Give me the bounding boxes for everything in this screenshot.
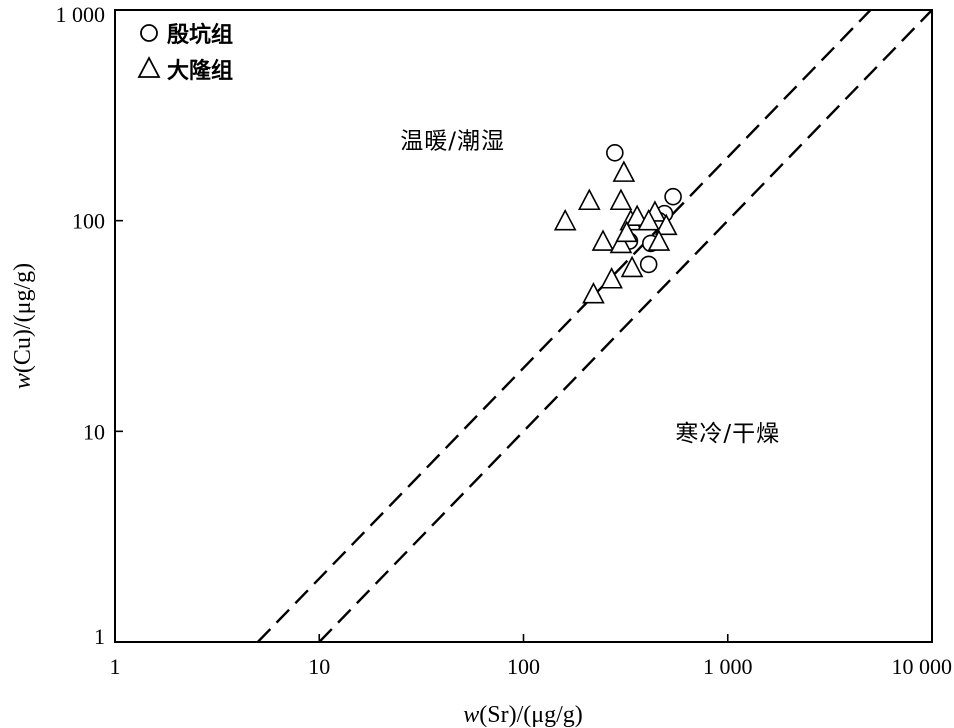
data-point-triangle	[637, 208, 660, 231]
y-axis-label: w(Cu)/(μg/g)	[10, 263, 36, 389]
data-point-triangle	[609, 231, 633, 254]
reference-line-1	[256, 9, 872, 643]
legend: 殷坑组 大隆组	[137, 22, 233, 84]
x-axis-ticks: 1 10 100 1 000 10 000	[110, 634, 953, 679]
x-axis-label: w(Sr)/(μg/g)	[463, 702, 583, 728]
plot-frame	[114, 9, 933, 643]
region-label-2: 寒冷/干燥	[675, 421, 780, 447]
y-tick-label: 10	[83, 419, 105, 444]
y-tick-label: 1	[94, 624, 105, 649]
data-points	[553, 143, 682, 304]
legend-label-triangle: 大隆组	[167, 58, 233, 84]
data-point-triangle	[615, 220, 639, 243]
data-point-triangle	[654, 213, 678, 236]
data-point-triangle	[620, 255, 644, 278]
legend-circle-marker	[140, 24, 158, 42]
x-tick-label: 1	[110, 654, 121, 679]
data-point-circle	[639, 255, 658, 274]
y-tick-label: 1 000	[56, 2, 106, 27]
data-point-triangle	[600, 267, 623, 289]
x-tick-label: 10 000	[892, 654, 953, 679]
data-point-triangle	[625, 204, 649, 227]
legend-triangle-marker	[137, 56, 161, 78]
data-point-triangle	[591, 229, 615, 251]
data-point-circle	[664, 187, 682, 206]
y-axis-ticks: 1 10 100 1 000	[56, 2, 123, 649]
reference-lines	[256, 9, 933, 643]
y-tick-label: 100	[72, 209, 105, 234]
x-tick-label: 10	[308, 654, 330, 679]
data-point-triangle	[577, 188, 601, 211]
reference-line-2	[318, 9, 933, 643]
data-point-circle	[606, 143, 624, 162]
legend-label-circle: 殷坑组	[167, 22, 233, 48]
x-tick-label: 1 000	[703, 654, 753, 679]
data-point-triangle	[582, 282, 605, 304]
x-tick-label: 100	[507, 654, 540, 679]
data-point-triangle	[612, 160, 636, 182]
region-label-1: 温暖/潮湿	[400, 129, 505, 155]
data-point-triangle	[609, 188, 633, 211]
data-point-triangle	[647, 229, 671, 251]
data-point-triangle	[553, 208, 577, 231]
